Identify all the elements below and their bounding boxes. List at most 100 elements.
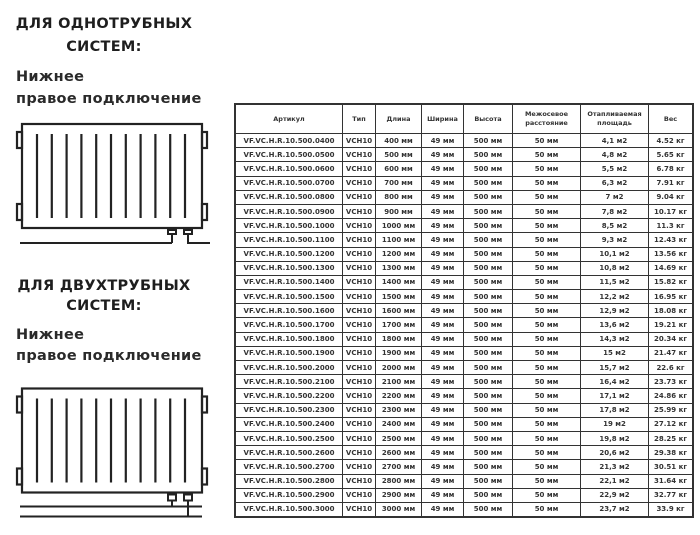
cell-article: VF.VC.H.R.10.500.2900 <box>234 487 343 503</box>
cell-width: 49 мм <box>421 175 464 191</box>
cell-height: 500 мм <box>463 132 513 149</box>
column-header-center-distance: Межосевое расстояние <box>512 103 581 134</box>
cell-height: 500 мм <box>463 416 513 432</box>
table-row: VF.VC.H.R.10.500.1400 VCH10 1400 мм 49 мм 50… <box>234 274 694 291</box>
cell-type: VCH10 <box>342 274 376 291</box>
cell-height: 500 мм <box>463 161 513 177</box>
column-header-width: Ширина <box>421 103 464 134</box>
cell-heated-area: 19 м2 <box>580 416 649 432</box>
cell-center-distance: 50 мм <box>512 359 581 376</box>
cell-heated-area: 23,7 м2 <box>580 501 649 518</box>
cell-width: 49 мм <box>421 359 464 376</box>
cell-heated-area: 22,9 м2 <box>580 487 649 503</box>
table-row: VF.VC.H.R.10.500.2700 VCH10 2700 мм 49 мм 50… <box>234 459 694 475</box>
column-header-length: Длина <box>375 103 422 134</box>
table-row: VF.VC.H.R.10.500.0500 VCH10 500 мм 49 мм 500… <box>234 147 694 163</box>
column-header-weight: Вес <box>648 103 694 134</box>
cell-article: VF.VC.H.R.10.500.1200 <box>234 246 343 262</box>
cell-article: VF.VC.H.R.10.500.2000 <box>234 359 343 376</box>
cell-length: 400 мм <box>375 132 422 149</box>
cell-type: VCH10 <box>342 459 376 475</box>
cell-length: 1400 мм <box>375 274 422 291</box>
cell-length: 2000 мм <box>375 359 422 376</box>
cell-height: 500 мм <box>463 473 513 489</box>
cell-weight: 31.64 кг <box>648 473 694 489</box>
cell-center-distance: 50 мм <box>512 374 581 390</box>
cell-heated-area: 17,8 м2 <box>580 402 649 418</box>
cell-weight: 27.12 кг <box>648 416 694 432</box>
table-row: VF.VC.H.R.10.500.1600 VCH10 1600 мм 49 мм 50… <box>234 303 694 319</box>
cell-length: 2700 мм <box>375 459 422 475</box>
cell-length: 500 мм <box>375 147 422 163</box>
cell-width: 49 мм <box>421 203 464 220</box>
cell-height: 500 мм <box>463 274 513 291</box>
cell-length: 600 мм <box>375 161 422 177</box>
cell-weight: 14.69 кг <box>648 260 694 276</box>
cell-type: VCH10 <box>342 218 376 234</box>
cell-weight: 28.25 кг <box>648 430 694 447</box>
cell-height: 500 мм <box>463 303 513 319</box>
cell-heated-area: 7,8 м2 <box>580 203 649 220</box>
cell-weight: 10.17 кг <box>648 203 694 220</box>
cell-weight: 20.34 кг <box>648 331 694 347</box>
table-row: VF.VC.H.R.10.500.1100 VCH10 1100 мм 49 мм 50… <box>234 232 694 248</box>
table-row: VF.VC.H.R.10.500.2600 VCH10 2600 мм 49 мм 50… <box>234 445 694 461</box>
cell-height: 500 мм <box>463 345 513 362</box>
cell-article: VF.VC.H.R.10.500.0600 <box>234 161 343 177</box>
cell-center-distance: 50 мм <box>512 402 581 418</box>
cell-weight: 29.38 кг <box>648 445 694 461</box>
cell-width: 49 мм <box>421 388 464 404</box>
cell-heated-area: 5,5 м2 <box>580 161 649 177</box>
cell-heated-area: 4,1 м2 <box>580 132 649 149</box>
cell-heated-area: 6,3 м2 <box>580 175 649 191</box>
cell-center-distance: 50 мм <box>512 218 581 234</box>
cell-type: VCH10 <box>342 147 376 163</box>
cell-type: VCH10 <box>342 317 376 333</box>
table-row: VF.VC.H.R.10.500.2300 VCH10 2300 мм 49 мм 50… <box>234 402 694 418</box>
single-pipe-title-line1: ДЛЯ ОДНОТРУБНЫХ <box>15 16 193 32</box>
cell-type: VCH10 <box>342 161 376 177</box>
cell-height: 500 мм <box>463 374 513 390</box>
cell-width: 49 мм <box>421 374 464 390</box>
table-row: VF.VC.H.R.10.500.2900 VCH10 2900 мм 49 мм 50… <box>234 487 694 503</box>
table-row: VF.VC.H.R.10.500.2200 VCH10 2200 мм 49 мм 50… <box>234 388 694 404</box>
cell-center-distance: 50 мм <box>512 501 581 518</box>
cell-heated-area: 19,8 м2 <box>580 430 649 447</box>
cell-height: 500 мм <box>463 445 513 461</box>
cell-width: 49 мм <box>421 317 464 333</box>
cell-center-distance: 50 мм <box>512 345 581 362</box>
cell-center-distance: 50 мм <box>512 175 581 191</box>
cell-length: 900 мм <box>375 203 422 220</box>
cell-height: 500 мм <box>463 317 513 333</box>
cell-type: VCH10 <box>342 189 376 205</box>
cell-center-distance: 50 мм <box>512 303 581 319</box>
cell-length: 1800 мм <box>375 331 422 347</box>
cell-type: VCH10 <box>342 175 376 191</box>
cell-center-distance: 50 мм <box>512 274 581 291</box>
table-row: VF.VC.H.R.10.500.0900 VCH10 900 мм 49 мм 500… <box>234 203 694 220</box>
cell-height: 500 мм <box>463 232 513 248</box>
cell-article: VF.VC.H.R.10.500.1000 <box>234 218 343 234</box>
cell-width: 49 мм <box>421 487 464 503</box>
column-header-type: Тип <box>342 103 376 134</box>
table-row: VF.VC.H.R.10.500.0400 VCH10 400 мм 49 мм 500… <box>234 132 694 149</box>
cell-type: VCH10 <box>342 501 376 518</box>
table-row: VF.VC.H.R.10.500.0600 VCH10 600 мм 49 мм 500… <box>234 161 694 177</box>
cell-article: VF.VC.H.R.10.500.3000 <box>234 501 343 518</box>
cell-height: 500 мм <box>463 203 513 220</box>
cell-center-distance: 50 мм <box>512 473 581 489</box>
cell-height: 500 мм <box>463 359 513 376</box>
cell-type: VCH10 <box>342 374 376 390</box>
cell-article: VF.VC.H.R.10.500.0900 <box>234 203 343 220</box>
cell-center-distance: 50 мм <box>512 246 581 262</box>
column-header-height: Высота <box>463 103 513 134</box>
cell-type: VCH10 <box>342 487 376 503</box>
cell-height: 500 мм <box>463 459 513 475</box>
cell-heated-area: 15,7 м2 <box>580 359 649 376</box>
cell-type: VCH10 <box>342 345 376 362</box>
cell-height: 500 мм <box>463 175 513 191</box>
cell-heated-area: 17,1 м2 <box>580 388 649 404</box>
cell-length: 3000 мм <box>375 501 422 518</box>
cell-heated-area: 14,3 м2 <box>580 331 649 347</box>
table-row: VF.VC.H.R.10.500.2100 VCH10 2100 мм 49 мм 50… <box>234 374 694 390</box>
